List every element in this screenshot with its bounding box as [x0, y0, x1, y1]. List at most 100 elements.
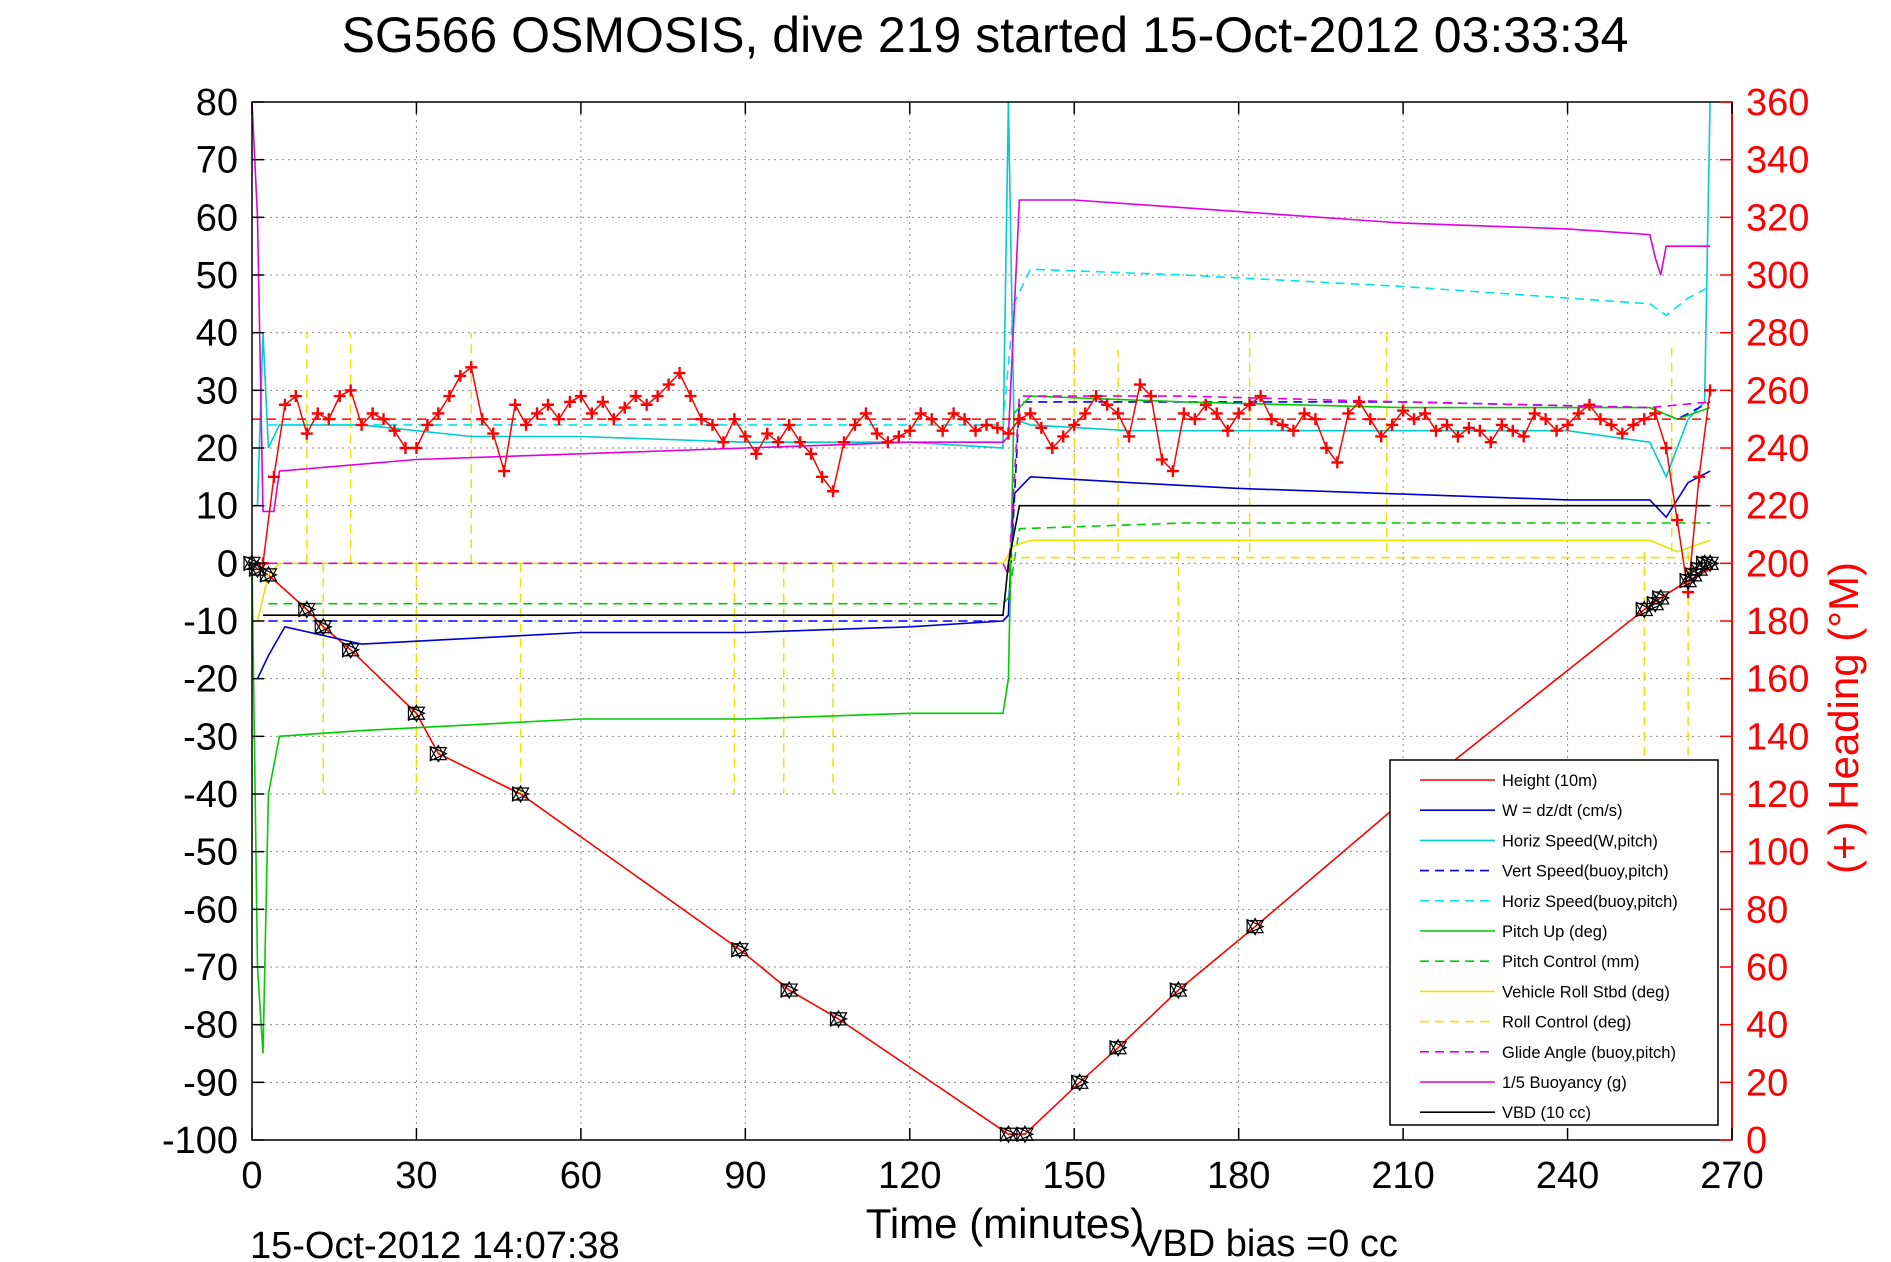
heading-point: [1375, 430, 1388, 443]
heading-point: [1002, 427, 1015, 440]
heading-point: [1276, 418, 1289, 431]
heading-point: [596, 395, 609, 408]
heading-point: [816, 470, 829, 483]
heading-point: [552, 413, 565, 426]
heading-point: [1046, 442, 1059, 454]
height-marker: [1109, 1038, 1128, 1057]
heading-point: [1517, 430, 1530, 443]
heading-point: [914, 407, 927, 420]
height-marker: [429, 744, 448, 763]
heading-point: [1440, 418, 1453, 431]
heading-point: [1342, 407, 1355, 420]
heading-point: [1024, 407, 1037, 420]
heading-point: [1473, 424, 1486, 437]
y-tick-label: -100: [162, 1120, 238, 1162]
heading-point: [1166, 465, 1179, 478]
y-tick-label: -60: [183, 889, 238, 931]
height-marker: [730, 940, 750, 959]
heading-point: [1594, 413, 1607, 426]
x-tick-label: 30: [395, 1155, 437, 1197]
y-right-tick-label: 300: [1746, 255, 1809, 297]
heading-point: [1199, 398, 1212, 411]
y-right-tick-label: 220: [1746, 486, 1809, 528]
heading-point: [399, 442, 412, 454]
y-right-axis-label: (+) Heading (°M): [1820, 562, 1867, 874]
heading-point: [585, 407, 598, 420]
y-tick-label: -40: [183, 774, 238, 816]
heading-point: [1583, 398, 1596, 411]
y-right-tick-label: 80: [1746, 889, 1788, 931]
heading-point: [1430, 424, 1442, 437]
heading-point: [1287, 424, 1300, 437]
heading-point: [783, 418, 796, 431]
heading-point: [1671, 514, 1684, 527]
x-tick-label: 90: [724, 1155, 766, 1197]
heading-point: [1506, 424, 1519, 437]
x-tick-labels: 0 30 60 90 120 150 180 210 240 270: [241, 1155, 1763, 1197]
y-right-tick-label: 40: [1746, 1005, 1788, 1047]
height-marker: [341, 640, 361, 660]
heading-point: [300, 427, 313, 440]
legend-label: Pitch Up (deg): [1502, 923, 1607, 941]
heading-point: [838, 436, 850, 449]
y-tick-label: 60: [196, 197, 238, 239]
height-marker: [1651, 588, 1671, 608]
heading-point: [1079, 407, 1092, 420]
heading-point: [520, 418, 533, 431]
heading-point: [1265, 413, 1278, 426]
height-marker: [780, 980, 799, 1000]
series-line: [256, 101, 1711, 506]
y-right-tick-label: 20: [1746, 1062, 1788, 1104]
height-marker: [297, 600, 317, 619]
heading-point: [859, 407, 872, 420]
heading-point: [1155, 453, 1168, 466]
heading-point: [936, 424, 949, 437]
heading-point: [991, 421, 1004, 434]
y-right-tick-label: 280: [1746, 313, 1809, 355]
x-tick-label: 0: [241, 1155, 262, 1197]
heading-point: [1550, 424, 1563, 437]
heading-line: [262, 365, 1711, 593]
heading-point: [1364, 413, 1377, 426]
y-tick-label: 50: [196, 255, 238, 297]
legend-box: [1389, 759, 1719, 1126]
legend-label: Height (10m): [1502, 772, 1597, 790]
heading-point: [1572, 407, 1585, 420]
heading-point: [629, 390, 642, 403]
heading-point: [333, 390, 346, 403]
heading-point: [377, 413, 390, 426]
heading-point: [1638, 413, 1651, 426]
x-tick-label: 180: [1207, 1155, 1270, 1197]
x-tick-label: 240: [1536, 1155, 1599, 1197]
height-marker: [1701, 554, 1720, 573]
y-tick-label: 10: [196, 486, 238, 528]
x-axis-label: Time (minutes): [866, 1200, 1144, 1247]
heading-point: [958, 413, 971, 426]
y-tick-label: -10: [183, 601, 238, 643]
y-right-tick-label: 100: [1746, 832, 1809, 874]
heading-point: [1188, 413, 1201, 426]
x-tick-label: 60: [560, 1155, 602, 1197]
footer-timestamp: 15-Oct-2012 14:07:38: [250, 1225, 620, 1262]
heading-point: [1528, 407, 1541, 420]
y-right-tick-label: 120: [1746, 774, 1809, 816]
heading-point: [892, 430, 905, 443]
height-marker: [1246, 917, 1265, 936]
heading-point: [827, 485, 840, 498]
heading-point: [1462, 421, 1475, 434]
heading-point: [1693, 470, 1706, 483]
heading-point: [761, 427, 774, 440]
heading-point: [476, 413, 489, 426]
heading-point: [1386, 418, 1399, 431]
legend-label: Horiz Speed(buoy,pitch): [1502, 893, 1678, 911]
heading-point: [1627, 418, 1640, 431]
x-tick-label: 210: [1371, 1155, 1434, 1197]
heading-point: [1112, 407, 1125, 420]
y-tick-label: -90: [183, 1062, 238, 1104]
heading-point: [1495, 418, 1508, 431]
legend-label: VBD (10 cc): [1502, 1104, 1591, 1122]
y-tick-label: 0: [217, 543, 238, 585]
heading-point: [1035, 421, 1048, 434]
y-right-tick-label: 160: [1746, 659, 1809, 701]
y-tick-label: -70: [183, 947, 238, 989]
